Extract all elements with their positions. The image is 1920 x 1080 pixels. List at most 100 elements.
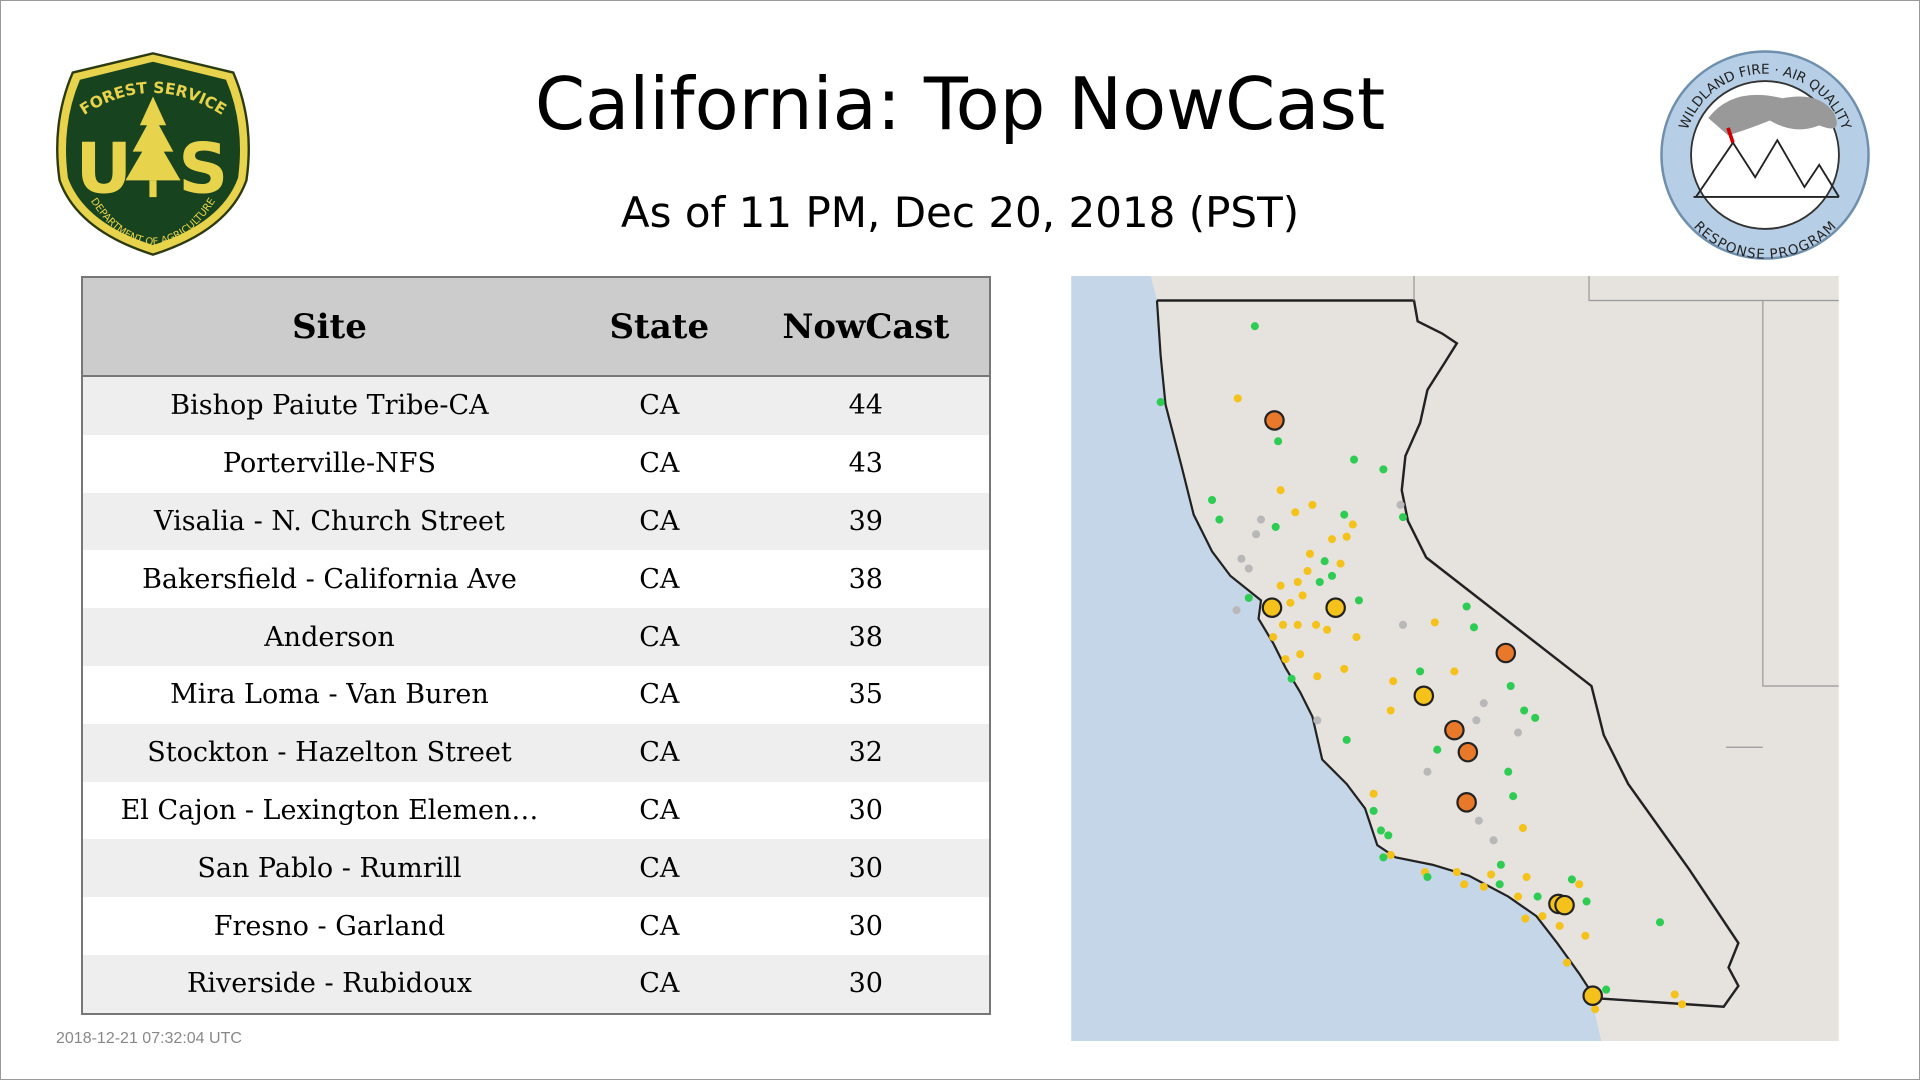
top-site-marker (1554, 894, 1575, 916)
site-marker (1349, 455, 1359, 464)
site-marker (1487, 870, 1496, 879)
site-marker (1342, 735, 1351, 744)
site-marker (1303, 566, 1312, 576)
site-marker (1489, 836, 1498, 845)
column-header: Site (82, 277, 576, 377)
logo-letter: S (178, 129, 228, 209)
site-marker (1327, 571, 1337, 580)
table-cell: CA (639, 563, 680, 595)
table-cell: CA (575, 839, 743, 898)
site-marker (1340, 664, 1349, 673)
site-marker (1496, 860, 1505, 869)
site-marker (1320, 557, 1329, 566)
site-marker (1336, 559, 1345, 568)
site-marker (1472, 716, 1481, 725)
forest-service-logo: FOREST SERVICE DEPARTMENT OF AGRICULTURE… (56, 52, 250, 256)
table-cell: 30 (848, 794, 883, 826)
site-marker (1354, 596, 1363, 605)
table-cell: 30 (848, 910, 883, 942)
site-marker (1308, 500, 1317, 509)
site-marker (1522, 872, 1531, 882)
site-marker (1533, 892, 1542, 901)
table-cell: Fresno - Garland (213, 910, 446, 942)
top-site-marker (1444, 719, 1465, 741)
site-marker (1520, 706, 1529, 715)
site-marker (1462, 602, 1471, 611)
table-row: Mira Loma - Van Buren CA 35 (82, 666, 990, 724)
site-marker (1655, 918, 1665, 927)
table-cell: 30 (742, 839, 990, 898)
site-marker (1450, 667, 1459, 676)
site-marker (1291, 508, 1300, 517)
table-cell: 39 (742, 492, 990, 551)
table-cell: Porterville-NFS (222, 448, 437, 480)
site-marker (1582, 897, 1591, 906)
site-marker (1398, 620, 1408, 629)
site-marker (1315, 577, 1324, 587)
site-marker (1244, 593, 1253, 602)
logo-letter: U (76, 129, 132, 209)
table-cell: 43 (848, 448, 883, 480)
table-row: Anderson CA 38 (82, 608, 990, 666)
site-marker (1460, 880, 1469, 889)
table-row: Porterville-NFS CA 43 (82, 435, 990, 493)
site-marker (1348, 520, 1357, 529)
site-marker (1340, 510, 1349, 519)
site-marker (1398, 513, 1408, 522)
table-cell: 44 (742, 376, 990, 435)
site-marker (1423, 872, 1432, 882)
site-marker (1256, 515, 1266, 524)
table-cell: El Cajon - Lexington Elemen… (120, 794, 539, 826)
site-marker (1386, 706, 1395, 715)
site-marker (1156, 398, 1165, 407)
site-marker (1575, 880, 1584, 889)
top-site-marker (1457, 741, 1479, 763)
table-cell: CA (639, 679, 680, 711)
column-header: State (575, 277, 743, 377)
table-cell: Visalia - N. Church Street (82, 492, 576, 551)
table-cell: Bakersfield - California Ave (142, 563, 517, 595)
site-marker (1386, 850, 1395, 859)
site-marker (1513, 728, 1523, 737)
site-marker (1250, 322, 1259, 331)
site-markers (1156, 322, 1687, 1014)
site-marker (1474, 816, 1483, 825)
map (1071, 276, 1839, 1041)
site-marker (1232, 606, 1241, 615)
site-marker (1504, 767, 1513, 776)
site-marker (1296, 650, 1305, 659)
site-marker (1369, 789, 1378, 798)
table-cell: Riverside - Rubidoux (82, 954, 576, 1014)
table-cell: CA (639, 910, 680, 942)
top-site-marker (1495, 642, 1517, 664)
site-marker (1313, 672, 1322, 681)
site-marker (1518, 823, 1527, 833)
site-marker (1244, 564, 1253, 573)
site-marker (1312, 620, 1321, 629)
site-marker (1384, 831, 1393, 840)
table-cell: 38 (742, 608, 990, 666)
subtitle: As of 11 PM, Dec 20, 2018 (PST) (620, 188, 1300, 237)
site-marker (1286, 598, 1295, 607)
table-body: Bishop Paiute Tribe-CA CA 44 Porterville-NF… (82, 376, 990, 1014)
site-marker (1396, 500, 1405, 509)
site-marker (1416, 667, 1425, 676)
site-marker (1269, 633, 1278, 642)
site-marker (1506, 682, 1515, 691)
site-marker (1581, 931, 1590, 940)
table-cell: Mira Loma - Van Buren (170, 679, 489, 711)
table-cell: CA (575, 376, 743, 435)
site-marker (1538, 912, 1547, 921)
site-marker (1287, 674, 1296, 683)
site-marker (1313, 716, 1322, 725)
wildland-fire-logo: WILDLAND FIRE · AIR QUALITY RESPONSE PRO… (1660, 50, 1870, 261)
site-marker (1509, 792, 1518, 801)
table-row: San Pablo - Rumrill CA 30 (82, 839, 990, 898)
site-marker (1513, 892, 1523, 901)
table-cell: Anderson (82, 608, 576, 666)
table-cell: Bishop Paiute Tribe-CA (82, 376, 576, 435)
site-marker (1237, 554, 1246, 563)
table-row: El Cajon - Lexington Elemen… CA 30 (82, 782, 990, 840)
table-row: Visalia - N. Church Street CA 39 (82, 492, 990, 551)
